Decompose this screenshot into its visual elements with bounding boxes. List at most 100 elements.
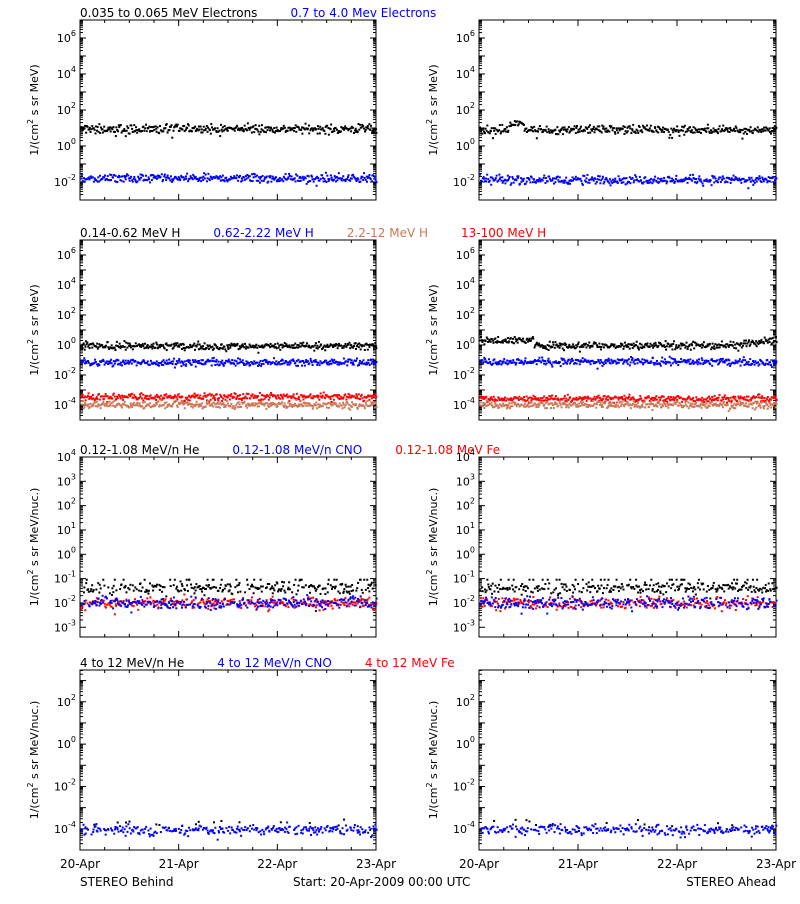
data-point [702, 185, 704, 187]
data-point [225, 177, 227, 179]
data-point [486, 174, 488, 176]
data-point [244, 343, 246, 345]
data-point [375, 181, 377, 183]
data-point [499, 176, 501, 178]
data-point [374, 342, 376, 344]
data-point [207, 400, 209, 402]
data-point [277, 343, 279, 345]
data-point [569, 183, 571, 185]
data-point [479, 126, 481, 128]
data-point [210, 123, 212, 125]
data-point [156, 343, 158, 345]
data-point [691, 129, 693, 131]
data-point [738, 360, 740, 362]
data-point [504, 182, 506, 184]
data-point [274, 343, 276, 345]
data-point [338, 343, 340, 345]
data-point [194, 126, 196, 128]
data-point [335, 403, 337, 405]
data-point [711, 175, 713, 177]
data-point [171, 405, 173, 407]
data-point [607, 180, 609, 182]
data-point [633, 343, 635, 345]
data-point [254, 173, 256, 175]
data-point [328, 180, 330, 182]
data-point [646, 125, 648, 127]
data-point [371, 180, 373, 182]
data-point [214, 364, 216, 366]
data-point [124, 401, 126, 403]
data-point [144, 127, 146, 129]
data-point [694, 131, 696, 133]
data-point [244, 125, 246, 127]
data-point [746, 345, 748, 347]
data-point [658, 397, 660, 399]
data-point [756, 345, 758, 347]
data-point [521, 361, 523, 363]
data-point [766, 359, 768, 361]
data-point [482, 361, 484, 363]
data-point [701, 347, 703, 349]
data-point [239, 394, 241, 396]
data-point [492, 178, 494, 180]
data-point [525, 128, 527, 130]
data-point [526, 181, 528, 183]
data-point [704, 128, 706, 130]
data-point [775, 360, 777, 362]
data-point [88, 129, 90, 131]
series-black [479, 336, 777, 353]
data-point [199, 394, 201, 396]
data-point [234, 407, 236, 409]
data-point [632, 124, 634, 126]
data-point [536, 137, 538, 139]
data-point [117, 130, 119, 132]
data-point [659, 363, 661, 365]
data-point [284, 127, 286, 129]
data-point [544, 360, 546, 362]
data-point [107, 129, 109, 131]
data-point [202, 345, 204, 347]
data-point [308, 175, 310, 177]
data-point [482, 128, 484, 130]
data-point [595, 183, 597, 185]
data-point [632, 130, 634, 132]
data-point [159, 125, 161, 127]
data-point [678, 135, 680, 137]
data-point [318, 395, 320, 397]
data-point [493, 396, 495, 398]
data-point [181, 400, 183, 402]
data-point [495, 177, 497, 179]
data-point [253, 176, 255, 178]
data-point [88, 392, 90, 394]
data-point [168, 359, 170, 361]
data-point [737, 179, 739, 181]
data-point [201, 402, 203, 404]
data-point [323, 130, 325, 132]
data-point [662, 127, 664, 129]
data-point [648, 130, 650, 132]
data-point [122, 360, 124, 362]
data-point [772, 176, 774, 178]
data-point [669, 362, 671, 364]
data-point [485, 178, 487, 180]
data-point [136, 402, 138, 404]
data-point [704, 362, 706, 364]
data-point [550, 129, 552, 131]
data-point [650, 360, 652, 362]
data-point [578, 341, 580, 343]
data-point [148, 404, 150, 406]
data-point [239, 175, 241, 177]
data-point [350, 130, 352, 132]
data-point [92, 176, 94, 178]
data-point [110, 130, 112, 132]
data-point [516, 179, 518, 181]
data-point [613, 345, 615, 347]
data-point [621, 343, 623, 345]
data-point [155, 125, 157, 127]
data-point [349, 128, 351, 130]
data-point [751, 363, 753, 365]
data-point [585, 346, 587, 348]
data-point [98, 393, 100, 395]
data-point [272, 176, 274, 178]
